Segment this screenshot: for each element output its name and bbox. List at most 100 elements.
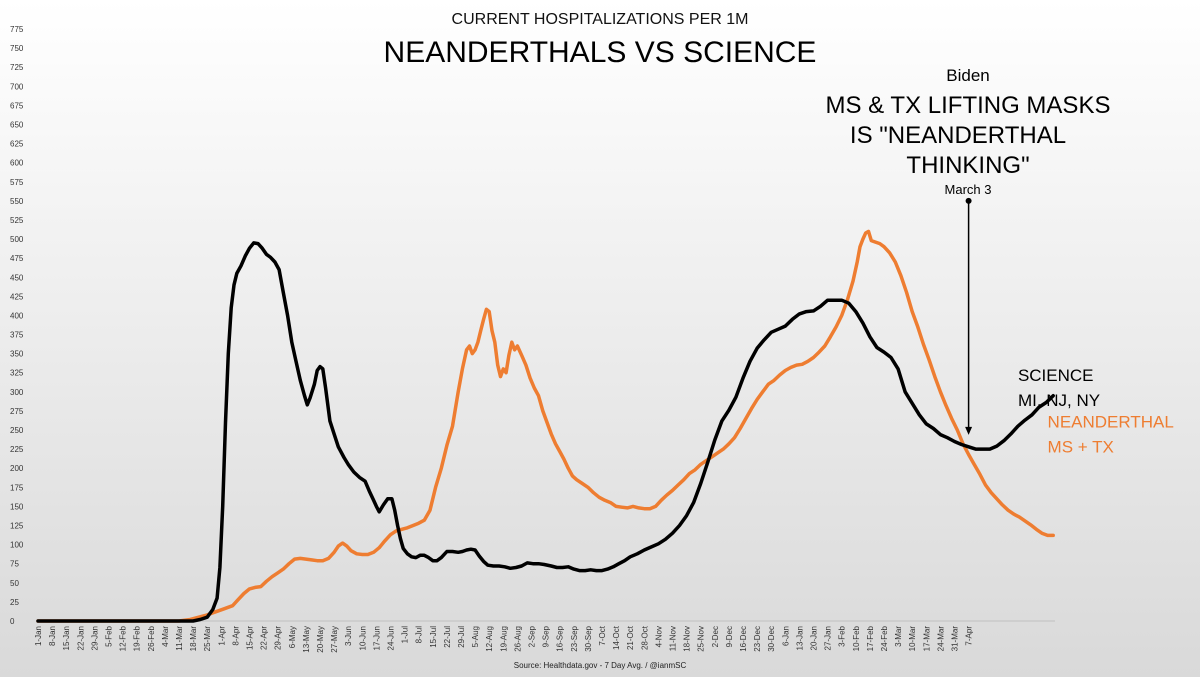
x-tick-label: 10-Jun <box>358 626 367 650</box>
annotation-line-3: IS "NEANDERTHAL <box>850 122 1066 149</box>
series-sublabel-neanderthal: MS + TX <box>1048 438 1114 457</box>
x-tick-label: 31-Mar <box>951 626 960 652</box>
x-tick-label: 17-Mar <box>922 626 931 652</box>
annotation-arrowhead <box>965 426 973 435</box>
x-tick-label: 12-Aug <box>485 626 494 652</box>
x-tick-label: 14-Oct <box>612 625 621 650</box>
y-tick-label: 100 <box>10 541 24 550</box>
x-tick-label: 10-Feb <box>852 625 861 651</box>
x-tick-label: 3-Jun <box>344 626 353 646</box>
y-tick-label: 675 <box>10 101 24 110</box>
y-tick-label: 550 <box>10 197 24 206</box>
y-tick-label: 225 <box>10 445 24 454</box>
x-tick-label: 12-Feb <box>119 625 128 651</box>
x-tick-label: 6-May <box>288 626 297 648</box>
y-tick-label: 700 <box>10 82 24 91</box>
x-tick-label: 11-Nov <box>669 626 678 651</box>
chart-title: NEANDERTHALS VS SCIENCE <box>384 36 817 69</box>
series-line-science <box>36 241 1055 623</box>
x-tick-label: 9-Sep <box>542 625 551 647</box>
x-tick-label: 7-Apr <box>965 626 974 646</box>
y-tick-label: 625 <box>10 140 24 149</box>
x-tick-label: 26-Aug <box>513 626 522 652</box>
x-tick-label: 8-Jan <box>48 626 57 646</box>
x-tick-label: 27-Jan <box>824 626 833 650</box>
x-tick-label: 8-Apr <box>231 626 240 646</box>
y-tick-label: 125 <box>10 522 24 531</box>
x-tick-label: 20-May <box>316 626 325 653</box>
x-tick-label: 22-Jan <box>76 626 85 650</box>
x-tick-label: 2-Dec <box>711 626 720 647</box>
series-label-science: SCIENCE <box>1018 366 1094 385</box>
x-tick-label: 17-Feb <box>866 625 875 651</box>
annotation-date: March 3 <box>945 182 992 197</box>
x-tick-label: 23-Dec <box>753 626 762 652</box>
y-tick-label: 525 <box>10 216 24 225</box>
x-tick-label: 4-Nov <box>654 626 663 647</box>
y-tick-label: 300 <box>10 388 24 397</box>
y-tick-label: 500 <box>10 235 24 244</box>
y-tick-label: 375 <box>10 331 24 340</box>
series-line-neanderthal <box>36 229 1055 623</box>
x-tick-label: 24-Mar <box>936 626 945 652</box>
y-tick-label: 575 <box>10 178 24 187</box>
x-tick-label: 3-Feb <box>838 625 847 646</box>
x-tick-label: 13-Jan <box>795 626 804 650</box>
y-tick-label: 275 <box>10 407 24 416</box>
y-tick-label: 450 <box>10 273 24 282</box>
y-tick-label: 350 <box>10 350 24 359</box>
y-tick-label: 75 <box>10 560 19 569</box>
x-tick-label: 9-Dec <box>725 626 734 647</box>
x-tick-label: 5-Feb <box>105 625 114 646</box>
x-axis: 1-Jan 8-Jan 15-Jan 22-Jan 29-Jan 5-Feb 12-Feb 1… <box>34 625 974 652</box>
x-tick-label: 20-Jan <box>810 626 819 650</box>
y-tick-label: 25 <box>10 598 19 607</box>
x-tick-label: 13-May <box>302 626 311 653</box>
x-tick-label: 29-Apr <box>274 626 283 650</box>
x-tick-label: 5-Aug <box>471 626 480 647</box>
annotation-dot <box>965 197 972 204</box>
x-tick-label: 6-Jan <box>781 626 790 646</box>
x-tick-label: 17-Jun <box>372 626 381 650</box>
x-tick-label: 1-Jan <box>34 626 43 646</box>
x-tick-label: 3-Mar <box>894 626 903 647</box>
x-tick-label: 22-Apr <box>260 626 269 650</box>
x-tick-label: 11-Mar <box>175 626 184 651</box>
chart-supertitle: CURRENT HOSPITALIZATIONS PER 1M <box>452 11 749 28</box>
x-tick-label: 2-Sep <box>528 625 537 647</box>
x-tick-label: 10-Mar <box>908 626 917 652</box>
x-tick-label: 15-Jul <box>429 626 438 648</box>
x-tick-label: 29-Jan <box>90 626 99 650</box>
x-tick-label: 26-Feb <box>147 625 156 651</box>
y-tick-label: 425 <box>10 292 24 301</box>
x-tick-label: 15-Jan <box>62 626 71 650</box>
x-tick-label: 29-Jul <box>457 626 466 648</box>
y-tick-label: 475 <box>10 254 24 263</box>
x-tick-label: 23-Sep <box>570 625 579 651</box>
y-tick-label: 775 <box>10 25 24 34</box>
y-tick-label: 600 <box>10 159 24 168</box>
y-tick-label: 325 <box>10 369 24 378</box>
x-tick-label: 1-Jul <box>401 626 410 644</box>
annotation-line-1: Biden <box>946 66 989 85</box>
y-tick-label: 50 <box>10 579 19 588</box>
annotation: Biden MS & TX LIFTING MASKS IS "NEANDERT… <box>826 66 1111 435</box>
x-tick-label: 19-Feb <box>133 625 142 651</box>
y-tick-label: 400 <box>10 311 24 320</box>
y-axis: 0 25 50 75 100 125 150 175 200 225 250 275 300 325 350… <box>10 25 24 626</box>
x-tick-label: 16-Sep <box>556 625 565 651</box>
x-tick-label: 30-Dec <box>767 626 776 652</box>
y-tick-label: 250 <box>10 426 24 435</box>
series-group <box>36 229 1055 623</box>
y-tick-label: 750 <box>10 44 24 53</box>
annotation-line-2: MS & TX LIFTING MASKS <box>826 92 1111 119</box>
chart-source: Source: Healthdata.gov - 7 Day Avg. / @i… <box>514 661 687 670</box>
x-tick-label: 21-Oct <box>626 625 635 650</box>
x-tick-label: 4-Mar <box>161 626 170 647</box>
x-tick-label: 30-Sep <box>584 625 593 651</box>
x-tick-label: 25-Mar <box>203 626 212 652</box>
x-tick-label: 25-Nov <box>697 626 706 652</box>
x-tick-label: 24-Jun <box>387 626 396 650</box>
